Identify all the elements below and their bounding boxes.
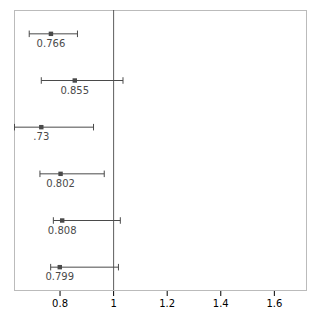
svg-text:0.799: 0.799 [45, 271, 74, 282]
svg-text:0.808: 0.808 [48, 225, 77, 236]
svg-text:1.6: 1.6 [266, 298, 282, 309]
svg-text:1: 1 [110, 298, 116, 309]
svg-text:0.766: 0.766 [37, 38, 66, 49]
svg-text:1.2: 1.2 [159, 298, 175, 309]
svg-text:1.4: 1.4 [213, 298, 229, 309]
svg-text:0.855: 0.855 [60, 85, 89, 96]
svg-text:0.8: 0.8 [52, 298, 68, 309]
svg-text:0.802: 0.802 [46, 178, 75, 189]
svg-text:.73: .73 [33, 131, 49, 142]
